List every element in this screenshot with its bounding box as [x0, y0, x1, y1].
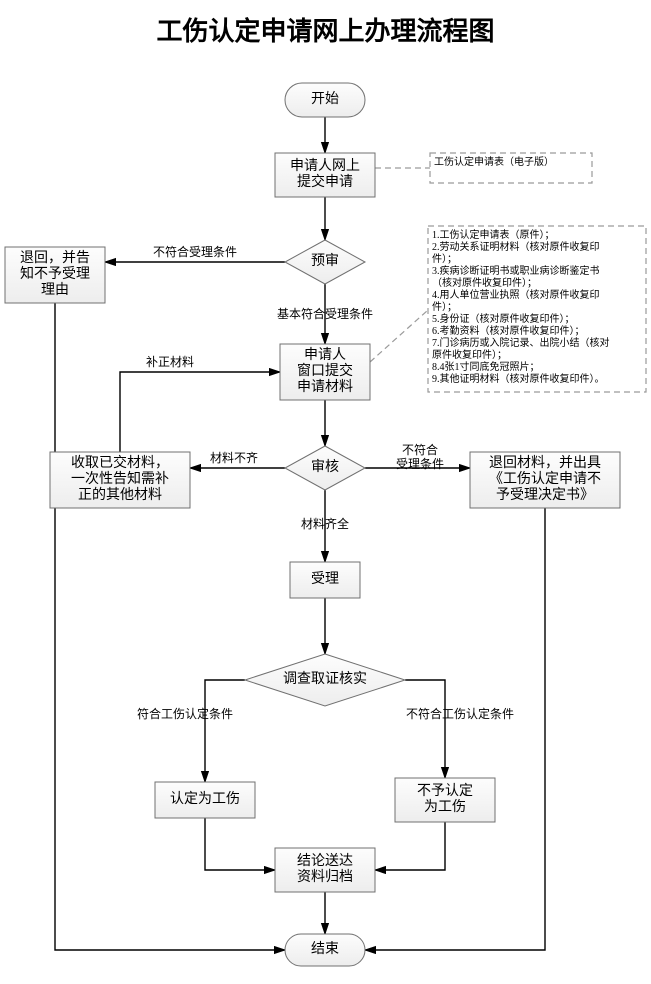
- node-label: 予受理决定书》: [496, 487, 594, 503]
- note-line: 6.考勤资料（核对原件收复印件）；: [432, 324, 585, 337]
- node-label: 理由: [41, 282, 69, 298]
- node-label: 结束: [311, 941, 339, 957]
- node-label: 预审: [311, 253, 339, 269]
- node-submit: 申请人网上提交申请: [275, 153, 375, 197]
- edge-investigate-noinjury: [405, 680, 445, 778]
- edge-return2-end: [365, 508, 545, 950]
- note-line: 7.门诊病历或入院记录、出院小结（核对: [432, 336, 610, 349]
- edge-noinjury-conclude: [375, 822, 445, 870]
- node-label: 退回，并告: [20, 250, 90, 266]
- note-line: 工伤认定申请表（电子版）: [434, 155, 554, 168]
- node-label: 认定为工伤: [170, 791, 240, 807]
- edge-label: 基本符合受理条件: [277, 306, 373, 321]
- node-label: 提交申请: [297, 173, 353, 190]
- edge-label: 不符合: [402, 442, 438, 457]
- node-prereview: 预审: [285, 240, 365, 284]
- note-line: 4.用人单位营业执照（核对原件收复印: [432, 288, 600, 301]
- edge-yesinjury-conclude: [205, 818, 275, 870]
- node-label: 审核: [311, 459, 339, 475]
- note-line: 8.4张1寸同底免冠照片；: [432, 360, 540, 373]
- node-label: 收取已交材料，: [71, 454, 169, 471]
- edge-label: 符合工伤认定条件: [137, 706, 233, 721]
- node-label: 退回材料，并出具: [489, 455, 601, 471]
- node-label: 知不予受理: [20, 265, 90, 282]
- node-label: 正的其他材料: [78, 487, 162, 503]
- node-label: 申请人: [304, 347, 346, 363]
- node-label: 《工伤认定申请不: [489, 471, 601, 487]
- note-line: 3.疾病诊断证明书或职业病诊断鉴定书: [432, 264, 600, 277]
- note-line: 原件收复印件）；: [432, 348, 507, 361]
- node-end: 结束: [285, 934, 365, 966]
- page-title: 工伤认定申请网上办理流程图: [156, 16, 494, 46]
- node-review: 审核: [285, 446, 365, 490]
- edge-label: 不符合受理条件: [153, 244, 237, 259]
- node-label: 受理: [311, 571, 339, 587]
- node-investigate: 调查取证核实: [245, 654, 405, 706]
- node-label: 不予认定: [417, 783, 473, 799]
- node-label: 开始: [311, 91, 339, 107]
- note-line: 2.劳动关系证明材料（核对原件收复印: [432, 240, 600, 253]
- node-label: 资料归档: [297, 868, 353, 885]
- node-return1: 退回，并告知不予受理理由: [5, 247, 105, 303]
- edge-label: 补正材料: [146, 355, 194, 369]
- node-supplement: 收取已交材料，一次性告知需补正的其他材料: [50, 452, 190, 508]
- node-windowsub: 申请人窗口提交申请材料: [280, 344, 370, 400]
- note-line: 件）；: [432, 301, 457, 313]
- note-line: 1.工伤认定申请表（原件）；: [432, 228, 555, 241]
- node-start: 开始: [285, 83, 365, 117]
- node-label: 结论送达: [297, 853, 353, 869]
- note-connector: [370, 310, 428, 362]
- node-label: 一次性告知需补: [71, 470, 169, 487]
- note-line: 件）；: [432, 253, 457, 265]
- node-conclude: 结论送达资料归档: [275, 848, 375, 892]
- node-label: 调查取证核实: [283, 671, 367, 687]
- flowchart-canvas: 工伤认定申请网上办理流程图不符合受理条件基本符合受理条件材料不齐补正材料不符合受…: [0, 0, 651, 984]
- node-yesinjury: 认定为工伤: [155, 782, 255, 818]
- edge-label: 受理条件: [396, 457, 444, 471]
- node-label: 窗口提交: [297, 362, 353, 379]
- edge-investigate-yesinjury: [205, 680, 245, 782]
- node-return2: 退回材料，并出具《工伤认定申请不予受理决定书》: [470, 452, 620, 508]
- note-note2: 1.工伤认定申请表（原件）；2.劳动关系证明材料（核对原件收复印件）；3.疾病诊…: [428, 226, 646, 392]
- node-noinjury: 不予认定为工伤: [395, 778, 495, 822]
- edge-supplement-windowsub: [120, 372, 280, 452]
- note-line: 9.其他证明材料（核对原件收复印件）。: [432, 372, 605, 385]
- edge-label: 材料不齐: [210, 450, 258, 465]
- edge-return1-end: [55, 303, 285, 950]
- note-note1: 工伤认定申请表（电子版）: [430, 153, 592, 183]
- node-label: 申请人网上: [290, 158, 360, 174]
- node-label: 申请材料: [297, 379, 353, 395]
- edge-label: 材料齐全: [301, 516, 349, 531]
- node-label: 为工伤: [424, 799, 466, 815]
- note-line: （核对原件收复印件）；: [432, 276, 537, 289]
- node-accept: 受理: [290, 562, 360, 598]
- note-line: 5.身份证（核对原件收复印件）；: [432, 312, 575, 325]
- edge-label: 不符合工伤认定条件: [406, 706, 514, 721]
